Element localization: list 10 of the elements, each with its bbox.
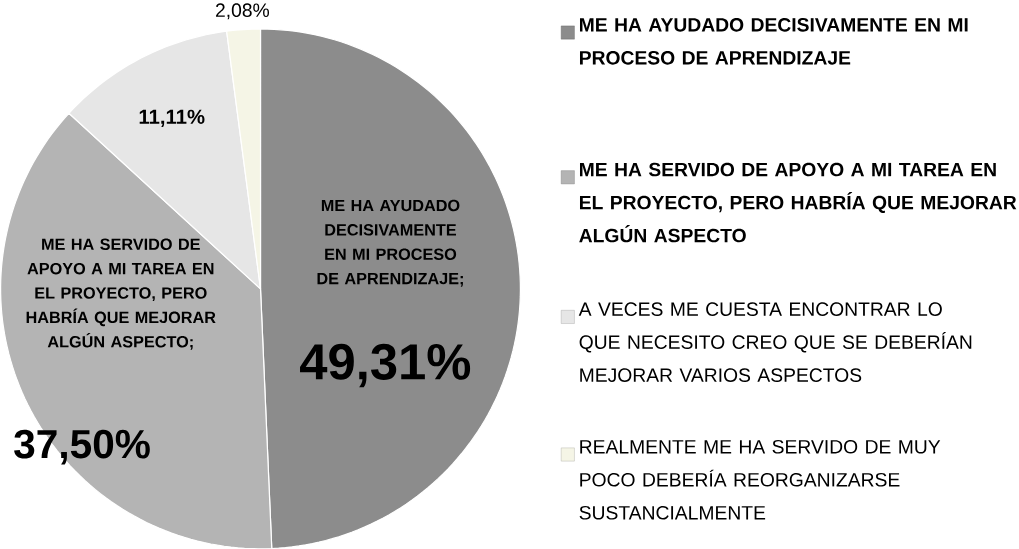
data-label: 2,08% [215, 3, 270, 20]
data-label: 37,50% [14, 429, 150, 465]
data-label: 49,31% [300, 343, 471, 387]
legend-label: ME HA AYUDADO DECISIVAMENTE EN MI PROCESO DE APRENDIZAJE [579, 17, 968, 65]
legend-label: ME HA SERVIDO DE APOYO A MI TAREA EN EL PROYECTO, PERO HABRÍA QUE MEJORAR ALGÚN ASPECTO [579, 162, 1017, 243]
legend-label: A VECES ME CUESTA ENCONTRAR LO QUE NECESITO CREO QUE SE DEBERÍAN MEJORAR VARIOS ASPECTOS [578, 302, 972, 382]
text: ME HA AYUDADO DECISIVAMENTE EN MI PROCESO DE APRENDIZAJE; [317, 199, 463, 287]
legend-label: REALMENTE ME HA SERVIDO DE MUY POCO DEBERÍA REORGANIZARSE SUSTANCIALMENTE [579, 439, 941, 520]
text: ME HA SERVIDO DE APOYO A MI TAREA EN EL PROYECTO, PERO HABRÍA QUE MEJORAR ALGÚN ASPECTO; [26, 238, 216, 350]
data-label: 11,11% [139, 109, 205, 127]
